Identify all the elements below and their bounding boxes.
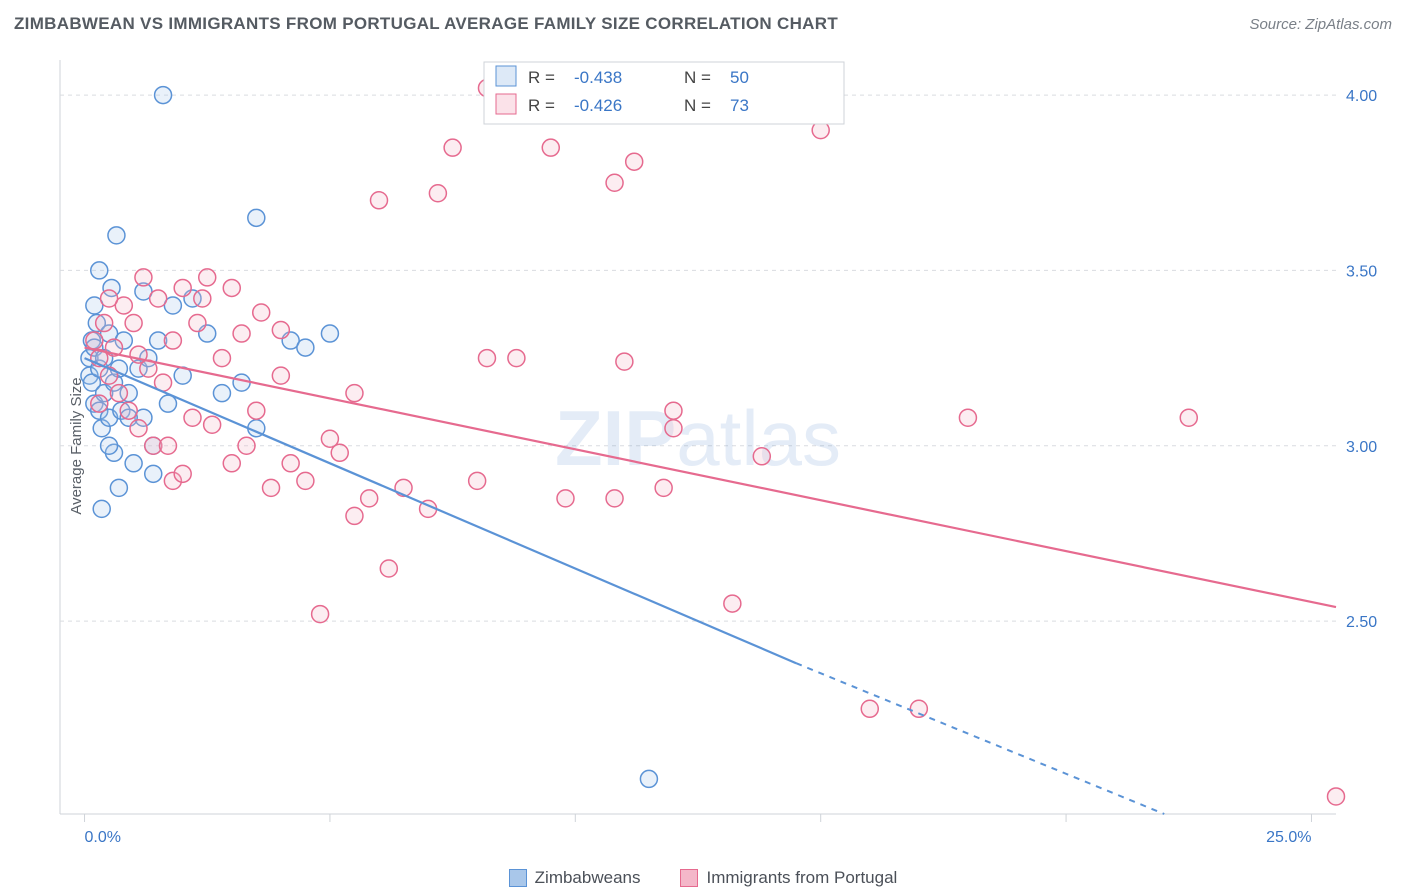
chart-area: 2.50 3.00 3.50 4.00 0.0% 25.0% ZIPatlas R = -0.4… [46,52,1394,862]
svg-text:3.50: 3.50 [1346,263,1377,280]
source-credit: Source: ZipAtlas.com [1249,16,1392,33]
svg-text:25.0%: 25.0% [1266,829,1311,846]
svg-text:ZIPatlas: ZIPatlas [555,394,841,482]
svg-text:50: 50 [730,68,749,87]
svg-text:2.50: 2.50 [1346,614,1377,631]
svg-text:-0.426: -0.426 [574,96,622,115]
svg-text:R =: R = [528,68,555,87]
svg-text:4.00: 4.00 [1346,88,1377,105]
legend-item: Zimbabweans [509,868,641,888]
legend-swatch [680,869,698,887]
svg-text:3.00: 3.00 [1346,439,1377,456]
chart-header: ZIMBABWEAN VS IMMIGRANTS FROM PORTUGAL A… [0,0,1406,48]
legend-label: Immigrants from Portugal [706,868,897,888]
svg-text:N =: N = [684,68,711,87]
legend-label: Zimbabweans [535,868,641,888]
legend-swatch [509,869,527,887]
correlation-scatter-chart: 2.50 3.00 3.50 4.00 0.0% 25.0% ZIPatlas R = -0.4… [46,52,1394,862]
svg-text:R =: R = [528,96,555,115]
svg-text:73: 73 [730,96,749,115]
svg-text:-0.438: -0.438 [574,68,622,87]
svg-text:N =: N = [684,96,711,115]
chart-title: ZIMBABWEAN VS IMMIGRANTS FROM PORTUGAL A… [14,14,838,34]
svg-text:0.0%: 0.0% [85,829,121,846]
legend-item: Immigrants from Portugal [680,868,897,888]
bottom-legend: Zimbabweans Immigrants from Portugal [0,868,1406,888]
